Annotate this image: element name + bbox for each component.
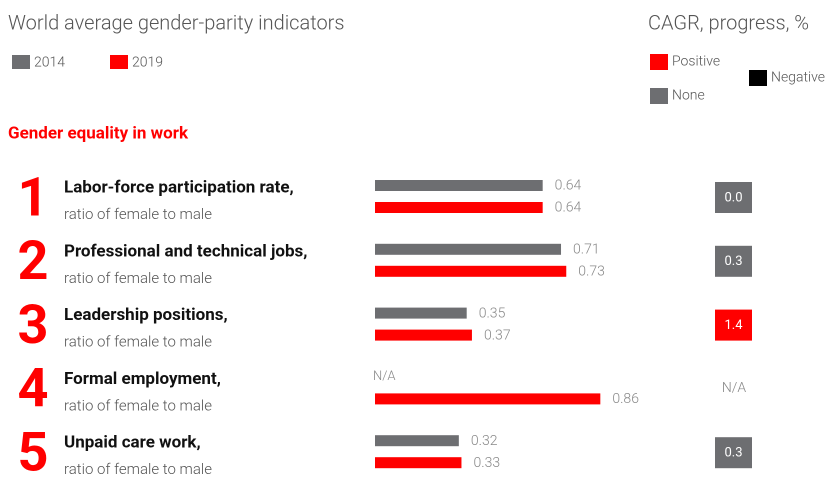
cagr-box [715,245,752,277]
value-label: 0.33 [473,455,500,471]
value-label: N/A [373,369,396,384]
row-subtitle: ratio of female to male [64,333,212,351]
cagr-box [715,182,752,213]
bar [375,180,543,191]
row-label: Unpaid care work, [64,433,201,453]
legend-swatch [650,54,668,70]
row-label: Professional and technical jobs, [64,241,307,261]
row-number: 4 [18,358,49,421]
row-subtitle: ratio of female to male [64,205,212,223]
bar [375,329,472,341]
row-number: 2 [18,230,49,293]
bar [375,265,567,277]
row-number: 1 [18,166,49,229]
value-label: 0.35 [479,305,506,321]
bar [375,202,543,213]
bar [375,435,459,447]
cagr-title: CAGR, progress, % [648,10,809,34]
row-label: Formal employment, [64,369,221,389]
legend-label: None [672,88,705,104]
legend-label: Positive [672,54,720,70]
cagr-label: 0.0 [724,190,742,205]
legend-swatch [650,88,668,104]
row-label: Leadership positions, [64,305,228,325]
value-label: 0.73 [578,264,605,280]
value-label: 0.64 [555,200,582,216]
row-subtitle: ratio of female to male [64,460,212,478]
cagr-label: 0.3 [724,254,742,269]
value-label: 0.37 [484,327,511,343]
bar [375,307,467,319]
cagr-label: 0.3 [724,446,742,461]
legend-label: 2014 [34,55,65,71]
legend-label: Negative [771,70,825,86]
value-label: 0.86 [612,391,639,407]
row-subtitle: ratio of female to male [64,269,212,287]
section-title: Gender equality in work [8,123,189,143]
row-subtitle: ratio of female to male [64,396,212,414]
value-label: 0.64 [555,178,582,194]
cagr-box [715,437,752,469]
legend-swatch [749,70,767,86]
row-number: 5 [18,421,49,480]
cagr-label: N/A [722,380,747,396]
cagr-label: 1.4 [724,318,743,333]
row-number: 3 [18,294,49,357]
row-label: Labor-force participation rate, [64,177,294,197]
value-label: 0.71 [573,242,600,258]
bar [375,393,601,405]
bar [375,243,562,255]
cagr-box [715,309,752,341]
bar [375,457,462,469]
legend-swatch [110,55,128,69]
chart-title: World average gender-parity indicators [8,10,345,34]
value-label: 0.32 [471,433,498,449]
legend-swatch [12,55,30,69]
legend-label: 2019 [132,55,163,71]
